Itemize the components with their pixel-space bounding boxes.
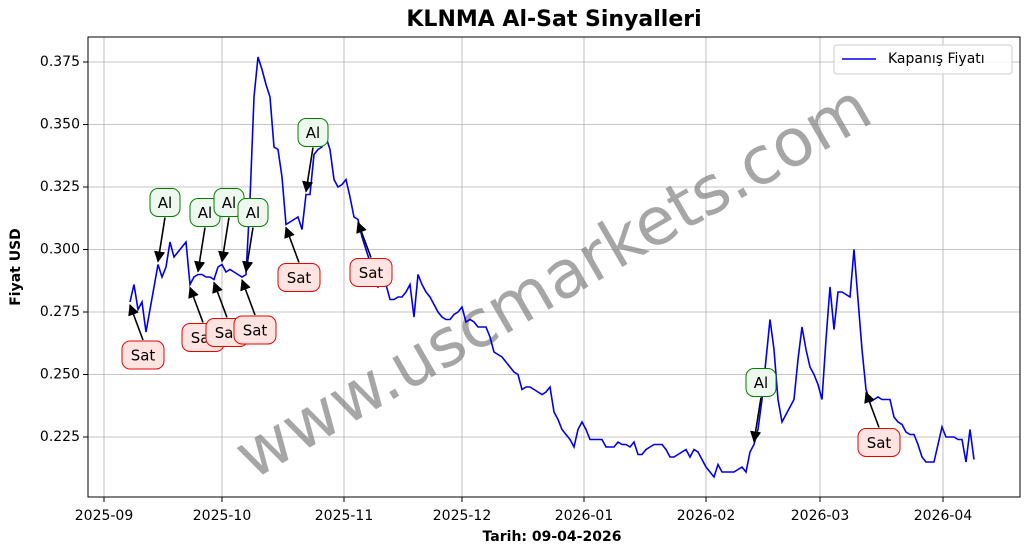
signal-label: Sat <box>243 322 268 340</box>
signal-arrow <box>356 221 372 258</box>
sell-signal: Sat <box>349 221 393 287</box>
signal-label: Al <box>222 194 236 212</box>
signal-box <box>349 258 393 287</box>
signal-box <box>277 263 321 292</box>
y-tick-label: 0.225 <box>40 429 80 445</box>
buy-signal: Al <box>149 188 181 263</box>
signal-arrow <box>750 397 762 443</box>
y-tick-label: 0.350 <box>40 117 80 133</box>
signal-box <box>745 368 777 397</box>
signal-box <box>233 315 277 345</box>
price-line <box>129 56 975 479</box>
plot-frame <box>87 36 1021 498</box>
signal-arrow <box>154 217 166 263</box>
signal-label: Sat <box>131 347 156 365</box>
y-tick-label: 0.275 <box>40 304 80 320</box>
x-tick-label: 2025-10 <box>193 508 252 524</box>
sell-signal: Sat <box>277 226 321 292</box>
y-tick-label: 0.375 <box>40 54 80 70</box>
signal-label: Sat <box>287 269 312 287</box>
buy-signal: Al <box>189 198 221 273</box>
signal-label: Sat <box>359 264 384 282</box>
signal-box <box>297 118 329 147</box>
buy-signal: Al <box>297 118 329 193</box>
y-tick-label: 0.300 <box>40 242 80 258</box>
signal-box <box>149 188 181 217</box>
x-tick-label: 2025-09 <box>75 508 134 524</box>
signal-box <box>121 340 165 370</box>
signal-arrow <box>284 226 300 263</box>
sell-signal: Sat <box>121 303 165 370</box>
signal-arrow <box>212 281 228 318</box>
signal-arrow <box>194 227 206 273</box>
signal-box <box>237 198 269 227</box>
y-axis-label: Fiyat USD <box>8 228 24 306</box>
signal-arrow <box>242 227 254 273</box>
signal-label: Al <box>306 124 320 142</box>
signal-label: Al <box>158 194 172 212</box>
legend-box <box>833 44 1013 75</box>
signal-arrow <box>128 303 144 341</box>
y-tick-label: 0.250 <box>40 367 80 383</box>
legend: Kapanış Fiyatı <box>833 44 1013 75</box>
x-tick-label: 2025-11 <box>315 508 374 524</box>
x-tick-label: 2026-04 <box>914 508 973 524</box>
signal-box <box>857 428 901 457</box>
chart-title: KLNMA Al-Sat Sinyalleri <box>406 7 701 32</box>
legend-label: Kapanış Fiyatı <box>888 51 985 67</box>
signal-label: Sat <box>867 434 892 452</box>
signal-arrow <box>864 391 880 428</box>
x-tick-label: 2026-01 <box>555 508 614 524</box>
signal-label: Al <box>246 204 260 222</box>
sell-signal: Sat <box>857 391 901 457</box>
signal-label: Sat <box>215 324 240 342</box>
signal-arrow <box>302 147 314 193</box>
signal-arrow <box>188 286 204 323</box>
buy-signal: Al <box>213 188 245 263</box>
x-tick-label: 2025-12 <box>433 508 492 524</box>
x-tick-label: 2026-03 <box>791 508 850 524</box>
x-axis-label: Tarih: 09-04-2026 <box>483 529 622 545</box>
signal-label: Al <box>198 204 212 222</box>
sell-signal: Sat <box>233 278 277 345</box>
signal-arrow <box>240 278 256 316</box>
x-tick-label: 2026-02 <box>677 508 736 524</box>
signal-arrow <box>218 217 230 263</box>
buy-signal: Al <box>745 368 777 443</box>
signal-label: Al <box>754 374 768 392</box>
y-tick-label: 0.325 <box>40 179 80 195</box>
buy-signal: Al <box>237 198 269 273</box>
